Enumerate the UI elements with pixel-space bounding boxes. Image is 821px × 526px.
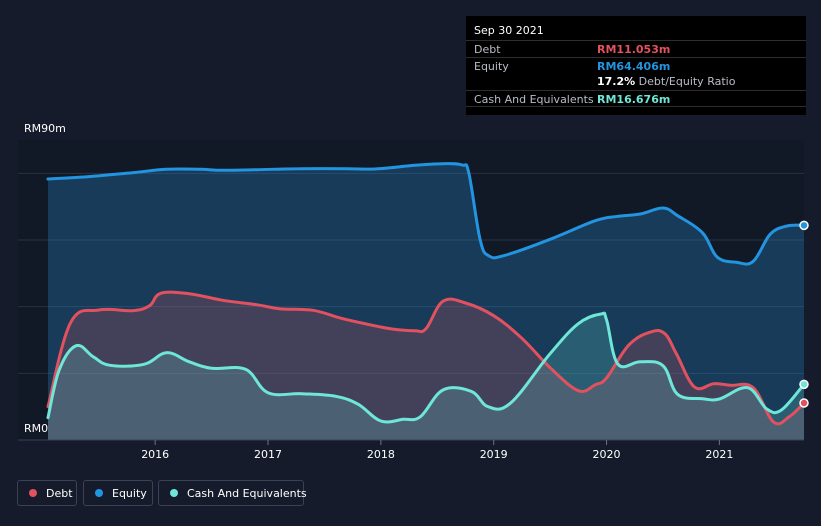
equity-area xyxy=(48,163,804,441)
tooltip-row-debt: Debt RM11.053m xyxy=(466,40,806,57)
equity-endpoint xyxy=(799,220,809,231)
cash-dot-icon xyxy=(170,489,178,497)
debt-line xyxy=(46,290,806,426)
tooltip-ratio-label: Debt/Equity Ratio xyxy=(638,75,736,88)
chart-tooltip: Sep 30 2021 Debt RM11.053m Equity RM64.4… xyxy=(466,16,806,115)
tooltip-row-equity: Equity RM64.406m xyxy=(466,57,806,74)
y-axis-bottom-label: RM0 xyxy=(24,422,49,435)
cash-line xyxy=(46,311,806,424)
legend-cash-label: Cash And Equivalents xyxy=(187,487,307,500)
equity-dot-icon xyxy=(95,489,103,497)
legend-cash-button[interactable]: Cash And Equivalents xyxy=(158,480,307,506)
series-areas xyxy=(48,163,804,441)
legend-debt-label: Debt xyxy=(46,487,73,500)
x-tick-label: 2017 xyxy=(254,448,282,461)
legend-equity-label: Equity xyxy=(112,487,147,500)
x-tick-label: 2019 xyxy=(480,448,508,461)
cash-area xyxy=(48,313,804,440)
tooltip-ratio: 17.2% Debt/Equity Ratio xyxy=(597,75,735,88)
debt-endpoint xyxy=(799,398,809,408)
legend-debt-button[interactable]: Debt xyxy=(17,480,77,506)
x-tick-label: 2018 xyxy=(367,448,395,461)
legend-equity-button[interactable]: Equity xyxy=(83,480,153,506)
tooltip-cash-value: RM16.676m xyxy=(597,93,671,106)
x-axis-ticks: 2016 2017 2018 2019 2020 2021 xyxy=(141,440,733,461)
tooltip-debt-label: Debt xyxy=(474,43,501,56)
y-axis-top-label: RM90m xyxy=(24,122,66,135)
series-endpoints xyxy=(799,220,809,408)
x-tick-label: 2021 xyxy=(705,448,733,461)
debt-area xyxy=(48,292,804,440)
tooltip-debt-value: RM11.053m xyxy=(597,43,671,56)
debt-dot-icon xyxy=(29,489,37,497)
cash-endpoint xyxy=(799,379,809,390)
tooltip-ratio-value: 17.2% xyxy=(597,75,636,88)
x-tick-label: 2020 xyxy=(593,448,621,461)
gridlines xyxy=(18,172,804,374)
tooltip-equity-value: RM64.406m xyxy=(597,60,671,73)
tooltip-date: Sep 30 2021 xyxy=(474,24,544,37)
tooltip-equity-label: Equity xyxy=(474,60,509,73)
series-lines xyxy=(46,162,806,426)
tooltip-cash-label: Cash And Equivalents xyxy=(474,93,594,106)
x-tick-label: 2016 xyxy=(141,448,169,461)
tooltip-row-cash: Cash And Equivalents RM16.676m xyxy=(466,90,806,107)
equity-line xyxy=(46,162,806,266)
